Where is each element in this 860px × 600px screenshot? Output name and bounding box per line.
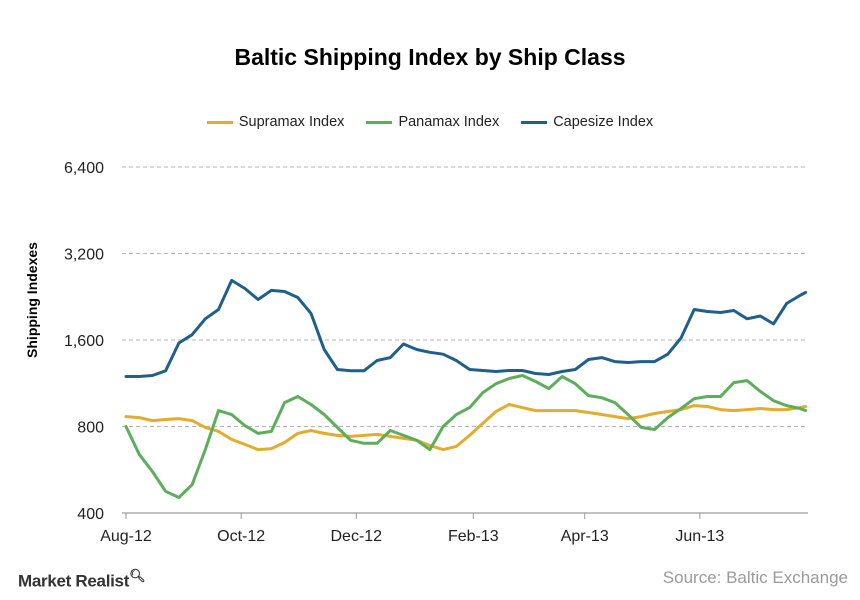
legend-item-capesize: Capesize Index <box>521 114 653 130</box>
series-line-panamax <box>124 374 808 499</box>
x-tick-label: Jun-13 <box>675 528 724 545</box>
legend-item-supramax: Supramax Index <box>206 114 345 130</box>
brand-text: Market Realist <box>18 571 130 591</box>
series-line-supramax <box>124 403 808 452</box>
legend-swatch-panamax <box>366 120 393 124</box>
y-tick-label: 400 <box>77 506 104 523</box>
legend-label-supramax: Supramax Index <box>238 114 345 130</box>
chart-title: Baltic Shipping Index by Ship Class <box>234 44 626 70</box>
source-note: Source: Baltic Exchange <box>662 568 848 587</box>
x-tick-label: Aug-12 <box>100 528 152 545</box>
legend: Supramax Index Panamax Index Capesize In… <box>0 114 860 130</box>
x-tick-label: Feb-13 <box>448 528 499 545</box>
legend-item-panamax: Panamax Index <box>366 114 499 130</box>
y-tick-label: 6,400 <box>64 160 104 177</box>
legend-swatch-supramax <box>206 120 233 124</box>
y-tick-label: 800 <box>77 420 104 437</box>
y-tick-label: 1,600 <box>64 333 104 350</box>
legend-label-capesize: Capesize Index <box>553 114 654 130</box>
series-line-capesize <box>124 278 808 378</box>
legend-label-panamax: Panamax Index <box>398 114 500 130</box>
y-tick-label: 3,200 <box>64 247 104 264</box>
x-tick-label: Dec-12 <box>331 528 383 545</box>
x-tick-label: Apr-13 <box>561 528 609 545</box>
market-realist-logo: Market Realist🔍︎ <box>18 568 146 592</box>
legend-swatch-capesize <box>521 120 548 124</box>
x-tick-label: Oct-12 <box>217 528 265 545</box>
magnifier-icon: 🔍︎ <box>129 568 146 583</box>
